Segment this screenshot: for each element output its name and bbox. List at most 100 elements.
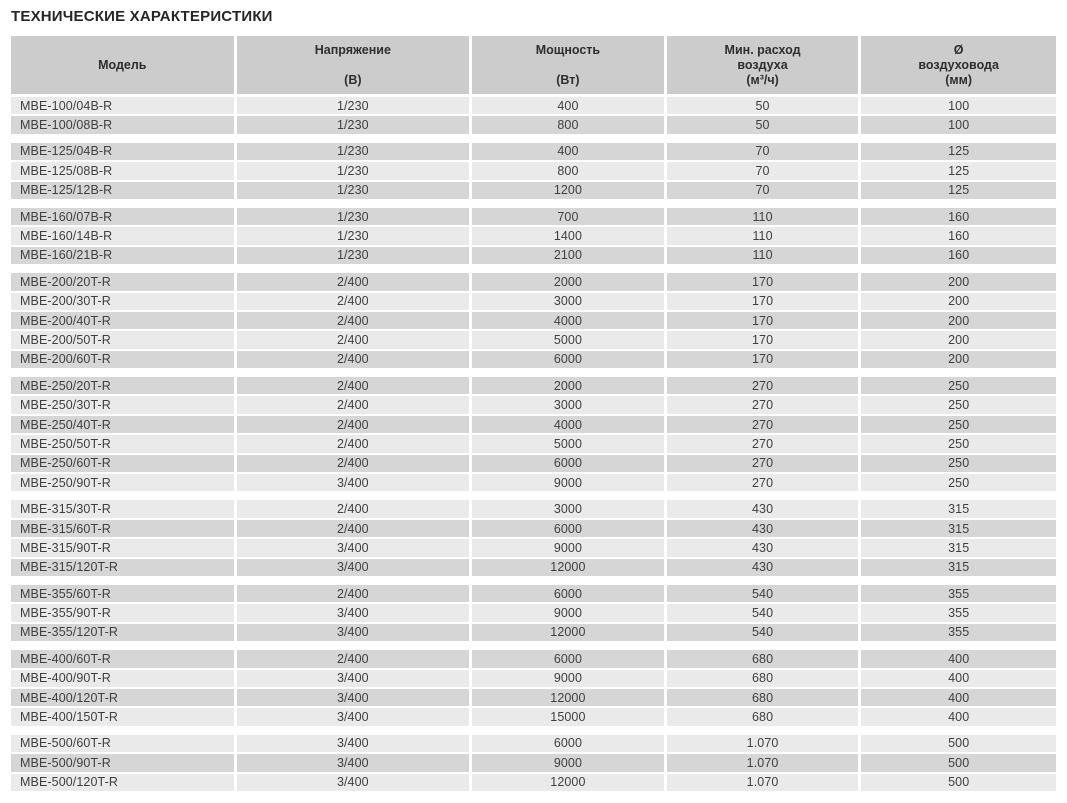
table-row: MBE-100/08B-R 1/230 800 50 100 <box>11 116 1056 134</box>
cell-power: 2000 <box>472 377 664 395</box>
cell-diameter: 400 <box>861 708 1056 726</box>
cell-voltage: 3/400 <box>236 688 470 707</box>
cell-voltage: 1/230 <box>236 181 470 199</box>
cell-voltage: 2/400 <box>236 584 470 603</box>
cell-model: MBE-160/14B-R <box>11 227 234 245</box>
cell-airflow: 170 <box>666 311 859 330</box>
table-header: Модель Напряжение (В) Мощность (Вт) Мин. расх… <box>11 36 1056 94</box>
table-body: MBE-100/04B-R 1/230 400 50 100 MBE-100/08B-R 1… <box>11 97 1056 791</box>
cell-airflow: 70 <box>666 142 859 161</box>
cell-voltage: 2/400 <box>236 311 470 330</box>
cell-voltage: 1/230 <box>236 97 470 115</box>
cell-diameter: 160 <box>861 227 1056 245</box>
cell-airflow: 680 <box>666 688 859 707</box>
cell-airflow: 170 <box>666 331 859 349</box>
spec-table: Модель Напряжение (В) Мощность (Вт) Мин. расх… <box>11 36 1056 791</box>
table-row: MBE-160/14B-R 1/230 1400 110 160 <box>11 227 1056 245</box>
column-header-title: Мощность <box>536 43 600 58</box>
column-header-unit: (Вт) <box>556 73 580 87</box>
table-row: MBE-315/90T-R 3/400 9000 430 315 <box>11 539 1056 557</box>
table-row: MBE-200/40T-R 2/400 4000 170 200 <box>11 311 1056 330</box>
cell-diameter: 250 <box>861 474 1056 492</box>
table-row: MBE-355/90T-R 3/400 9000 540 355 <box>11 604 1056 622</box>
cell-airflow: 270 <box>666 396 859 414</box>
table-row: MBE-400/150T-R 3/400 15000 680 400 <box>11 708 1056 726</box>
cell-power: 4000 <box>472 415 664 434</box>
cell-model: MBE-250/50T-R <box>11 435 234 453</box>
cell-voltage: 2/400 <box>236 292 470 310</box>
cell-model: MBE-400/120T-R <box>11 688 234 707</box>
table-row: MBE-315/60T-R 2/400 6000 430 315 <box>11 519 1056 538</box>
cell-diameter: 400 <box>861 688 1056 707</box>
cell-diameter: 200 <box>861 311 1056 330</box>
column-header-airflow: Мин. расход воздуха (м³/ч) <box>666 36 859 94</box>
table-row: MBE-250/30T-R 2/400 3000 270 250 <box>11 396 1056 414</box>
column-header-line: воздуховода <box>918 58 999 72</box>
table-row: MBE-250/60T-R 2/400 6000 270 250 <box>11 454 1056 473</box>
cell-voltage: 2/400 <box>236 331 470 349</box>
cell-power: 4000 <box>472 311 664 330</box>
cell-voltage: 1/230 <box>236 246 470 265</box>
cell-voltage: 3/400 <box>236 539 470 557</box>
cell-diameter: 355 <box>861 604 1056 622</box>
cell-power: 3000 <box>472 396 664 414</box>
cell-airflow: 110 <box>666 227 859 245</box>
table-row: MBE-355/120T-R 3/400 12000 540 355 <box>11 623 1056 642</box>
column-header-title: Напряжение <box>315 43 391 58</box>
table-row: MBE-250/50T-R 2/400 5000 270 250 <box>11 435 1056 453</box>
cell-power: 12000 <box>472 558 664 576</box>
cell-model: MBE-315/120T-R <box>11 558 234 576</box>
cell-diameter: 400 <box>861 669 1056 687</box>
cell-power: 9000 <box>472 604 664 622</box>
cell-power: 15000 <box>472 708 664 726</box>
table-row: MBE-125/04B-R 1/230 400 70 125 <box>11 142 1056 161</box>
column-header-unit: (мм) <box>945 73 973 87</box>
cell-diameter: 250 <box>861 435 1056 453</box>
cell-airflow: 1.070 <box>666 754 859 772</box>
cell-voltage: 3/400 <box>236 474 470 492</box>
cell-voltage: 3/400 <box>236 708 470 726</box>
cell-diameter: 160 <box>861 207 1056 226</box>
table-row: MBE-125/08B-R 1/230 800 70 125 <box>11 162 1056 180</box>
cell-power: 700 <box>472 207 664 226</box>
cell-model: MBE-200/20T-R <box>11 273 234 291</box>
cell-diameter: 100 <box>861 97 1056 115</box>
cell-airflow: 680 <box>666 708 859 726</box>
cell-airflow: 1.070 <box>666 734 859 753</box>
group-separator <box>11 136 1056 141</box>
cell-diameter: 355 <box>861 623 1056 642</box>
cell-power: 5000 <box>472 331 664 349</box>
table-row: MBE-315/30T-R 2/400 3000 430 315 <box>11 500 1056 518</box>
cell-model: MBE-355/60T-R <box>11 584 234 603</box>
cell-model: MBE-125/08B-R <box>11 162 234 180</box>
group-separator <box>11 266 1056 271</box>
group-separator <box>11 578 1056 583</box>
cell-model: MBE-400/60T-R <box>11 650 234 668</box>
cell-model: MBE-250/30T-R <box>11 396 234 414</box>
cell-voltage: 2/400 <box>236 273 470 291</box>
cell-airflow: 270 <box>666 377 859 395</box>
cell-diameter: 125 <box>861 142 1056 161</box>
table-row: MBE-100/04B-R 1/230 400 50 100 <box>11 97 1056 115</box>
cell-model: MBE-500/120T-R <box>11 773 234 791</box>
cell-airflow: 70 <box>666 162 859 180</box>
table-row: MBE-355/60T-R 2/400 6000 540 355 <box>11 584 1056 603</box>
cell-diameter: 315 <box>861 519 1056 538</box>
cell-diameter: 315 <box>861 558 1056 576</box>
cell-model: MBE-315/90T-R <box>11 539 234 557</box>
cell-power: 800 <box>472 116 664 134</box>
cell-model: MBE-400/90T-R <box>11 669 234 687</box>
cell-model: MBE-250/20T-R <box>11 377 234 395</box>
table-row: MBE-200/30T-R 2/400 3000 170 200 <box>11 292 1056 310</box>
cell-power: 6000 <box>472 734 664 753</box>
cell-power: 6000 <box>472 454 664 473</box>
table-row: MBE-125/12B-R 1/230 1200 70 125 <box>11 181 1056 199</box>
cell-voltage: 1/230 <box>236 116 470 134</box>
cell-voltage: 3/400 <box>236 604 470 622</box>
cell-diameter: 200 <box>861 350 1056 369</box>
table-row: MBE-250/40T-R 2/400 4000 270 250 <box>11 415 1056 434</box>
cell-airflow: 70 <box>666 181 859 199</box>
cell-power: 9000 <box>472 669 664 687</box>
